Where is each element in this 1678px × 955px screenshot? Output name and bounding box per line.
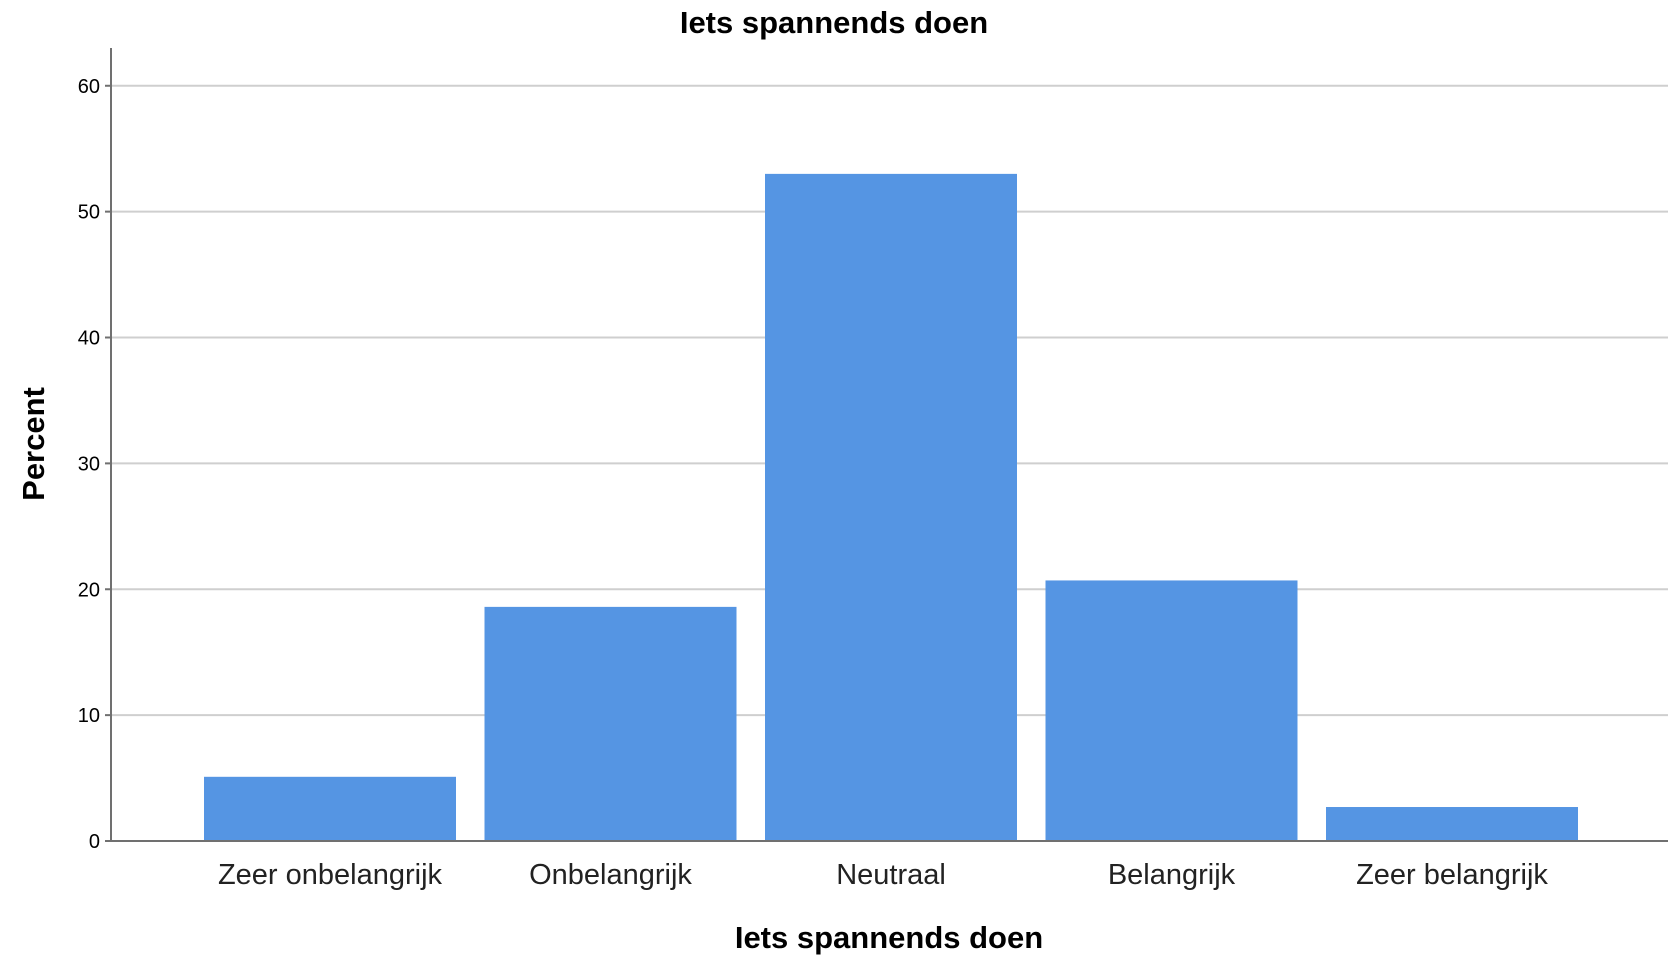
y-tick-label: 60 [78,76,100,98]
bar-onbelangrijk [484,606,737,841]
y-tick-labels: 0 10 20 30 40 50 60 [78,76,111,853]
bar-zeer-belangrijk [1326,807,1578,841]
y-tick-label: 50 [78,202,100,224]
bar-belangrijk [1045,580,1298,841]
chart-title: Iets spannends doen [680,5,988,40]
x-tick-labels: Zeer onbelangrijk Onbelangrijk Neutraal Bel… [218,859,1548,891]
x-axis-label: Iets spannends doen [735,920,1043,955]
bar-neutraal [765,173,1017,841]
y-tick-label: 30 [78,453,100,475]
y-tick-label: 20 [78,579,100,601]
x-tick-label: Onbelangrijk [529,859,692,891]
y-axis-label: Percent [16,387,51,501]
x-tick-label: Zeer onbelangrijk [218,859,443,891]
y-tick-label: 40 [78,328,100,350]
x-tick-label: Zeer belangrijk [1356,859,1548,891]
x-tick-label: Neutraal [836,859,946,891]
y-tick-label: 10 [78,705,100,727]
x-tick-label: Belangrijk [1108,859,1236,891]
bars [204,173,1578,841]
y-tick-label: 0 [89,831,100,853]
bar-zeer-onbelangrijk [204,776,456,841]
